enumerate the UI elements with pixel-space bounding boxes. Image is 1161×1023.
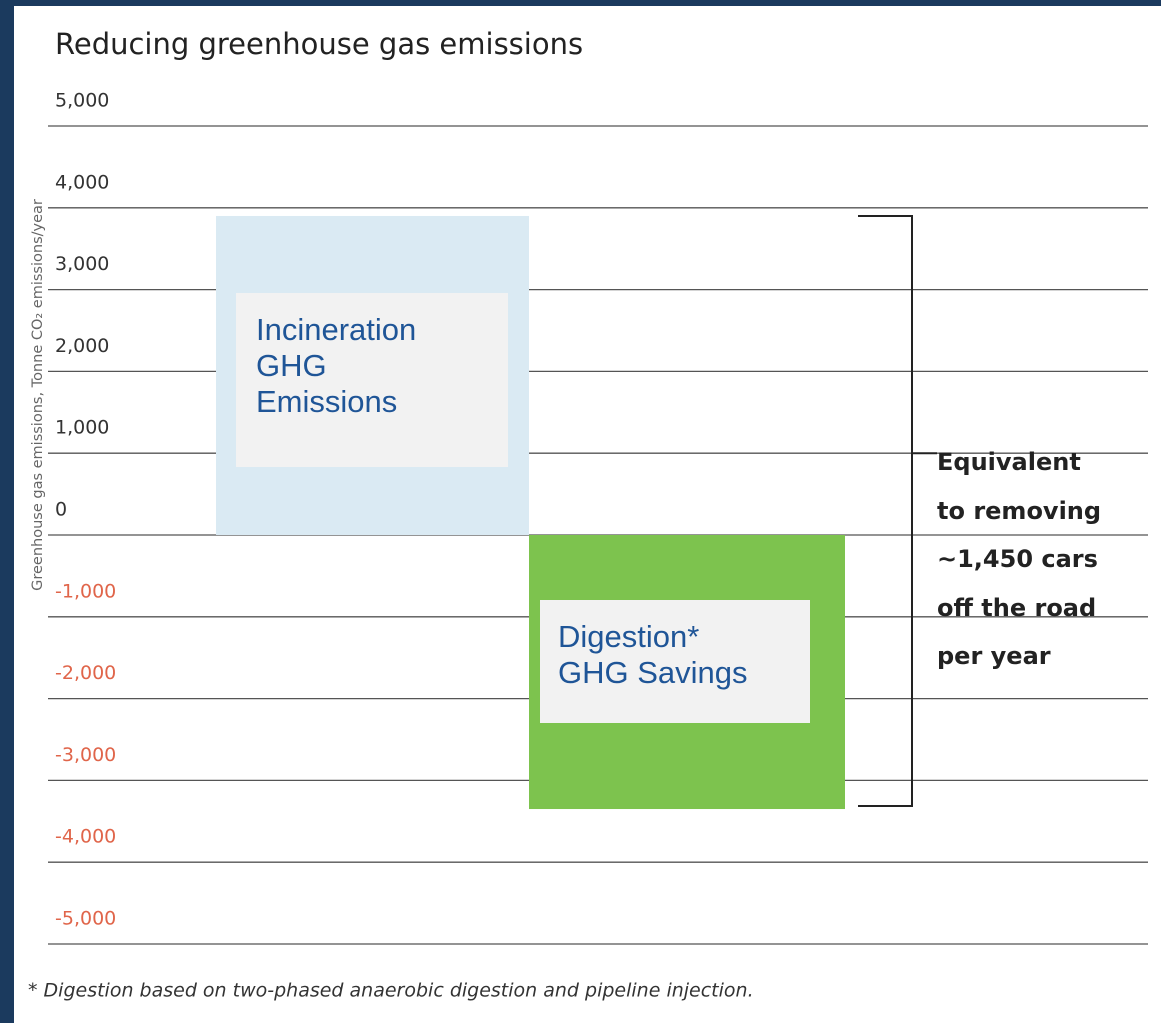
y-tick-label: -4,000 — [55, 826, 116, 848]
bracket — [858, 214, 937, 808]
annotation-line: to removing — [937, 496, 1102, 525]
panel — [14, 6, 1161, 1023]
y-tick-label: 5,000 — [55, 90, 109, 112]
category-box — [540, 600, 810, 723]
y-tick-label: 0 — [55, 499, 67, 521]
category-label: Incineration GHG Emissions — [256, 312, 417, 419]
y-tick-label: -3,000 — [55, 744, 116, 766]
category-label: Digestion* GHG Savings — [558, 619, 748, 690]
y-tick-label: -5,000 — [55, 908, 116, 930]
annotation-line: ~1,450 cars — [937, 545, 1098, 573]
y-tick-label: 3,000 — [55, 253, 109, 275]
y-tick-label: 4,000 — [55, 171, 109, 193]
chart-title: Reducing greenhouse gas emissions — [55, 27, 583, 61]
annotation-line: off the road — [937, 593, 1097, 622]
y-axis-label: Greenhouse gas emissions, Tonne CO₂ emis… — [30, 199, 46, 591]
category-box — [236, 293, 508, 467]
y-tick-label: 2,000 — [55, 335, 109, 357]
annotation-line: Equivalent — [937, 448, 1081, 476]
y-tick-label: -2,000 — [55, 662, 116, 684]
annotation-line: per year — [937, 642, 1051, 670]
footnote: * Digestion based on two-phased anaerobi… — [28, 980, 754, 1002]
y-tick-label: 1,000 — [55, 417, 109, 439]
y-tick-label: -1,000 — [55, 580, 116, 602]
annotation: Equivalent to removing ~1,450 cars off the … — [937, 438, 1101, 681]
